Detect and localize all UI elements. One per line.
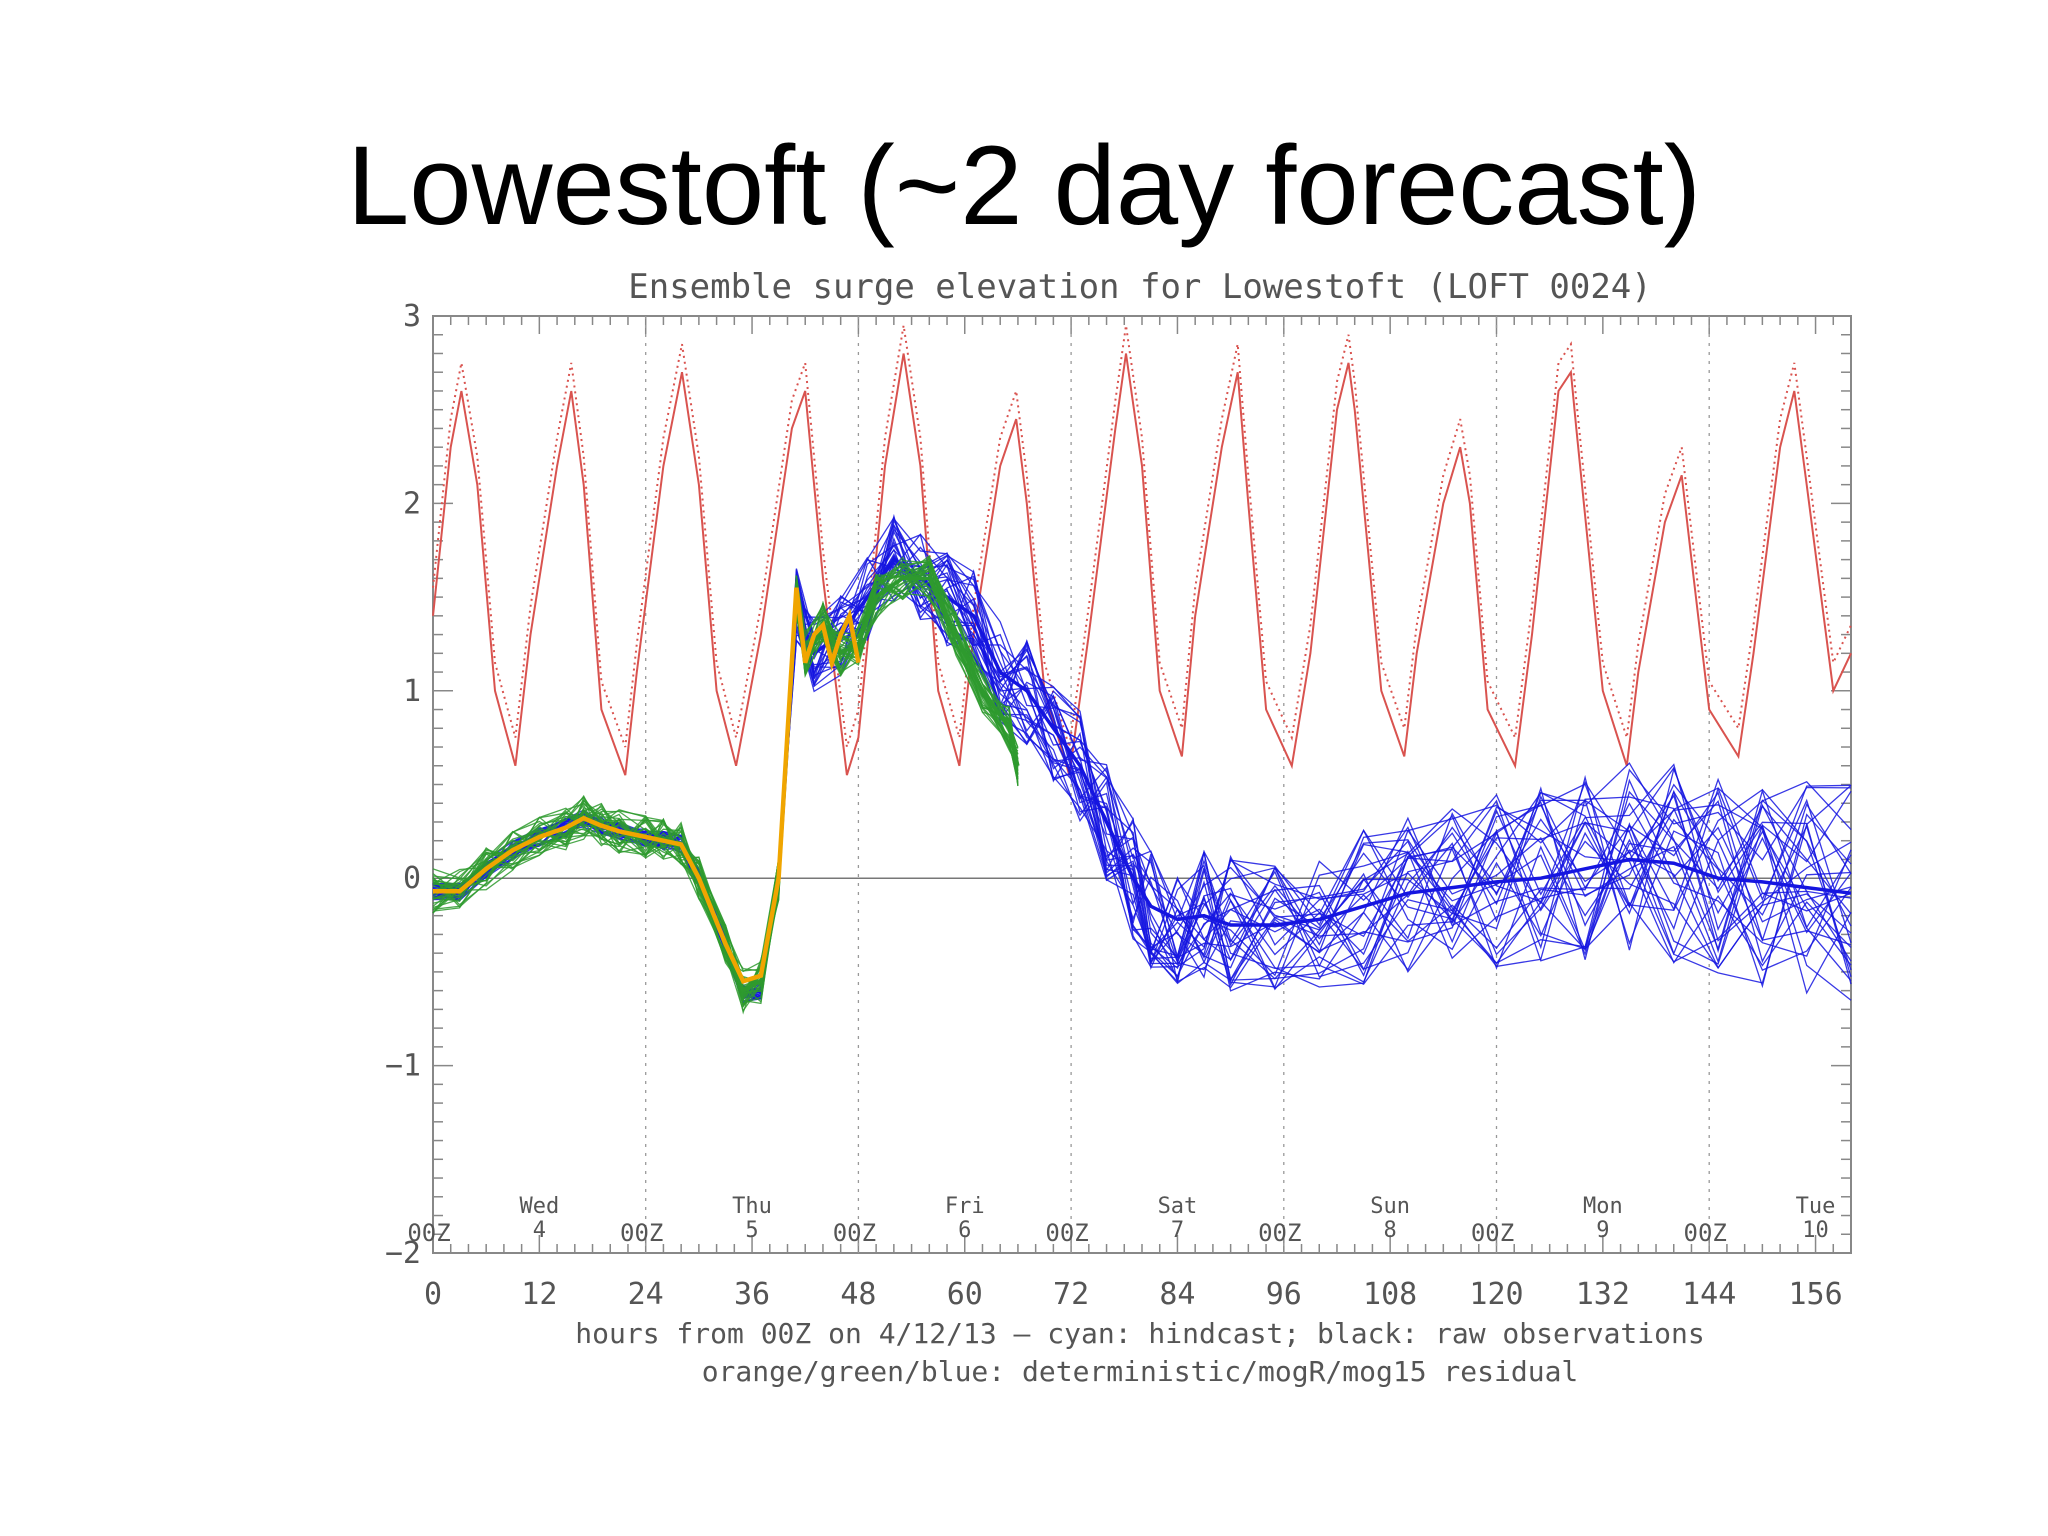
- weekday-date-label: 4: [533, 1218, 546, 1243]
- x-tick-label: 24: [628, 1277, 664, 1312]
- y-tick-label: 1: [403, 674, 421, 709]
- x-tick-label: 60: [947, 1277, 983, 1312]
- weekday-date-label: 7: [1171, 1218, 1184, 1243]
- weekday-label: Wed: [519, 1194, 559, 1219]
- chart-series: [432, 325, 1852, 1015]
- day-marker-label: 00Z: [1258, 1219, 1301, 1247]
- x-tick-label: 156: [1788, 1277, 1842, 1312]
- weekday-date-label: 8: [1384, 1218, 1397, 1243]
- weekday-date-label: 5: [745, 1218, 758, 1243]
- x-tick-label: 36: [734, 1277, 770, 1312]
- weekday-date-label: 10: [1802, 1218, 1829, 1243]
- mogR-member-line: [432, 561, 1019, 973]
- chart-title: Ensemble surge elevation for Lowestoft (…: [628, 267, 1652, 307]
- tide-line: [432, 353, 1852, 776]
- weekday-label: Tue: [1796, 1194, 1836, 1219]
- day-marker-label: 00Z: [407, 1219, 450, 1247]
- y-tick-label: −2: [385, 1236, 421, 1271]
- mog15-member-line: [432, 561, 1852, 995]
- day-marker-label: 00Z: [833, 1219, 876, 1247]
- x-tick-label: 132: [1576, 1277, 1630, 1312]
- x-tick-label: 12: [521, 1277, 557, 1312]
- mogR-member-line: [432, 564, 1019, 986]
- x-axis-label-legend: orange/green/blue: deterministic/mogR/mo…: [702, 1355, 1579, 1388]
- weekday-label: Sat: [1158, 1194, 1198, 1219]
- mogR-member-line: [432, 575, 1019, 972]
- weekday-date-label: 9: [1596, 1218, 1609, 1243]
- mogR-member-line: [432, 559, 1019, 983]
- day-marker-label: 00Z: [620, 1219, 663, 1247]
- x-tick-label: 48: [840, 1277, 876, 1312]
- x-tick-label: 120: [1469, 1277, 1523, 1312]
- y-tick-label: 2: [403, 486, 421, 521]
- slide-title: Lowestoft (~2 day forecast): [346, 123, 1701, 248]
- y-tick-label: 0: [403, 861, 421, 896]
- x-tick-label: 144: [1682, 1277, 1736, 1312]
- mogR-member-line: [432, 574, 1019, 984]
- deterministic-line: [433, 587, 861, 985]
- weekday-label: Sun: [1370, 1194, 1410, 1219]
- weekday-label: Mon: [1583, 1194, 1623, 1219]
- weekday-label: Fri: [945, 1194, 985, 1219]
- mogR-member-line: [432, 562, 1019, 987]
- x-axis-label: hours from 00Z on 4/12/13 — cyan: hindca…: [575, 1317, 1704, 1350]
- mog15-member-line: [432, 564, 1852, 998]
- x-tick-label: 72: [1053, 1277, 1089, 1312]
- mogR-member-line: [432, 574, 1019, 972]
- x-tick-label: 0: [424, 1277, 442, 1312]
- day-marker-label: 00Z: [1684, 1219, 1727, 1247]
- mog15-member-line: [432, 548, 1852, 1001]
- x-tick-label: 96: [1266, 1277, 1302, 1312]
- x-tick-label: 108: [1363, 1277, 1417, 1312]
- weekday-label: Thu: [732, 1194, 772, 1219]
- day-marker-label: 00Z: [1471, 1219, 1514, 1247]
- mogR-member-line: [432, 574, 1019, 994]
- day-marker-label: 00Z: [1045, 1219, 1088, 1247]
- mogR-member-line: [432, 565, 1019, 982]
- y-tick-label: 3: [403, 299, 421, 334]
- weekday-date-label: 6: [958, 1218, 971, 1243]
- y-tick-label: −1: [385, 1049, 421, 1084]
- mogR-member-line: [432, 557, 1019, 1015]
- x-tick-label: 84: [1159, 1277, 1195, 1312]
- mogR-member-line: [432, 567, 1019, 983]
